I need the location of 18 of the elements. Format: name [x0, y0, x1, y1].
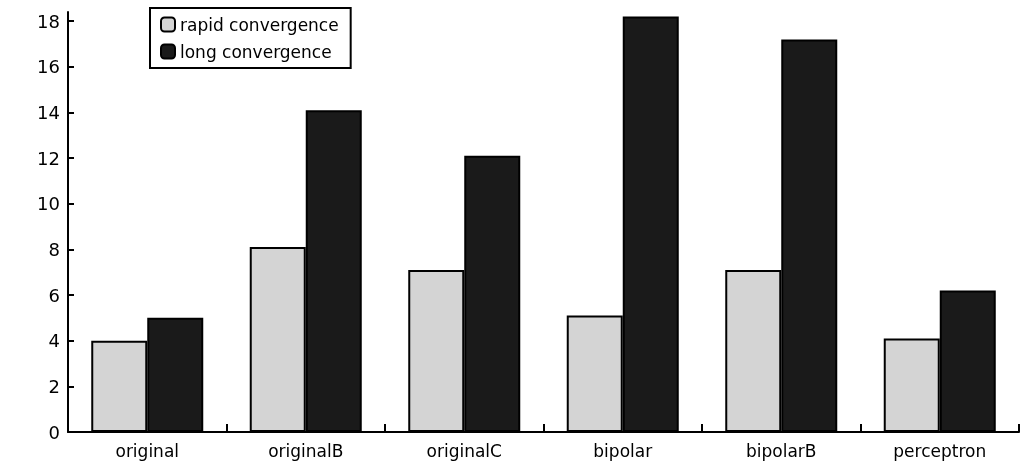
y-tick-label: 8: [48, 238, 60, 260]
y-tick-label: 2: [48, 375, 60, 397]
legend-label: long convergence: [180, 41, 332, 62]
y-tick-label: 18: [37, 10, 60, 32]
y-tick-label: 10: [37, 193, 60, 215]
x-tick-label: originalB: [268, 440, 344, 461]
y-tick-label: 0: [48, 421, 60, 443]
y-tick-label: 6: [48, 284, 60, 306]
legend-label: rapid convergence: [180, 14, 339, 35]
x-tick-label: bipolarB: [746, 440, 817, 461]
y-tick-label: 14: [37, 101, 60, 123]
y-tick-label: 4: [48, 330, 60, 352]
x-tick-label: originalC: [426, 440, 502, 461]
y-tick-label: 12: [37, 147, 60, 169]
x-tick-label: perceptron: [893, 440, 987, 461]
x-tick-label: bipolar: [593, 440, 653, 461]
y-tick-label: 16: [37, 56, 60, 78]
x-tick-label: original: [115, 440, 180, 461]
